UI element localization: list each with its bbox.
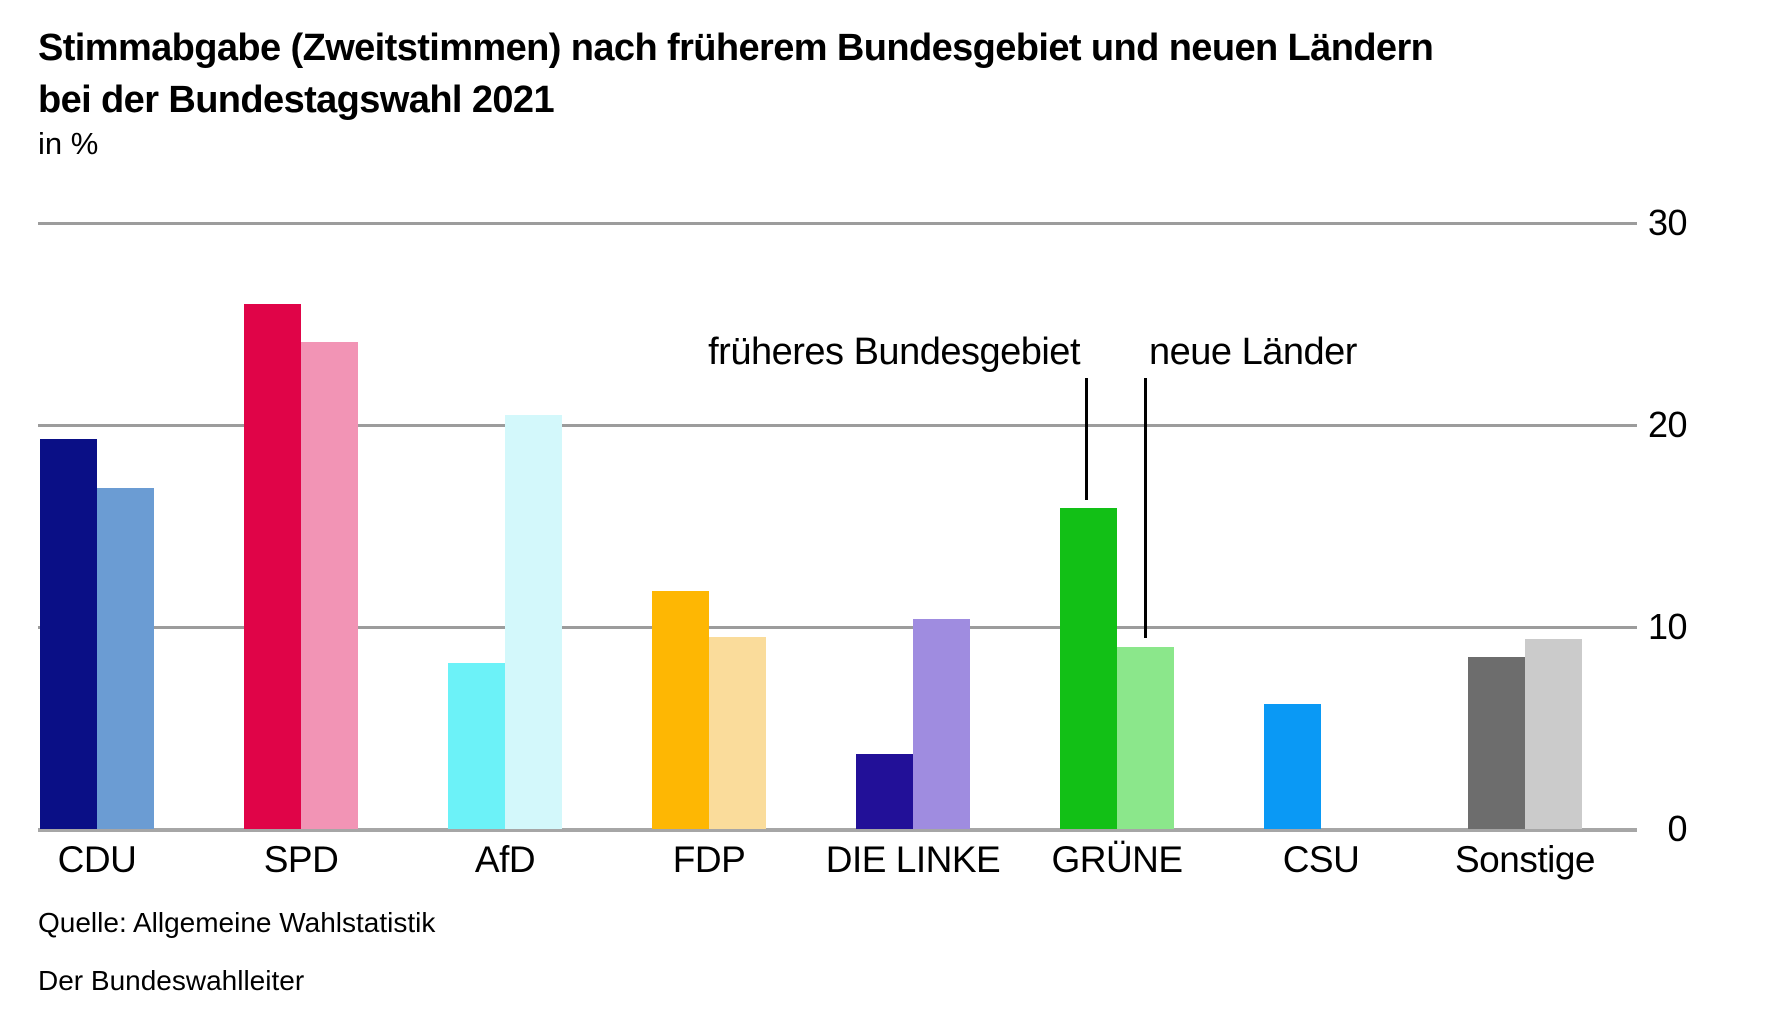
bar-fdp-east <box>709 637 766 829</box>
gridline-30 <box>38 222 1637 225</box>
source-line-2: Der Bundeswahlleiter <box>38 965 305 996</box>
bar-sonstige-east <box>1525 639 1582 829</box>
category-label-die-linke: DIE LINKE <box>825 839 1001 880</box>
bar-cdu-west <box>40 439 97 829</box>
x-axis-line <box>38 828 1637 832</box>
annotation-pointer-line-west <box>1085 378 1088 500</box>
category-label-sonstige: Sonstige <box>1455 839 1596 880</box>
category-label-cdu: CDU <box>57 839 137 880</box>
category-label-spd: SPD <box>263 839 339 880</box>
page-title: Stimmabgabe (Zweitstimmen) nach früherem… <box>38 22 1434 126</box>
ytick-label-0: 0 <box>1667 808 1687 849</box>
category-label-fdp: FDP <box>672 839 746 880</box>
bar-grüne-west <box>1060 508 1117 829</box>
bar-spd-east <box>301 342 358 829</box>
annotation-pointer-line-east <box>1144 378 1147 638</box>
gridline-20 <box>38 424 1637 427</box>
bar-spd-west <box>244 304 301 829</box>
title-line-2: bei der Bundestagswahl 2021 <box>38 79 555 121</box>
ytick-label-30: 30 <box>1647 202 1688 243</box>
ytick-label-20: 20 <box>1647 404 1688 445</box>
bar-fdp-west <box>652 591 709 829</box>
bar-cdu-east <box>97 488 154 829</box>
title-line-1: Stimmabgabe (Zweitstimmen) nach früherem… <box>38 27 1434 69</box>
bar-afd-west <box>448 663 505 829</box>
bar-die-linke-west <box>856 754 913 829</box>
gridline-10 <box>38 626 1637 629</box>
bar-grüne-east <box>1117 647 1174 829</box>
source-line-1: Quelle: Allgemeine Wahlstatistik <box>38 907 436 938</box>
bar-die-linke-east <box>913 619 970 829</box>
bar-csu-west <box>1264 704 1321 829</box>
annotation-east-label: neue Länder <box>1149 331 1357 373</box>
category-label-grüne: GRÜNE <box>1051 839 1183 880</box>
bar-sonstige-west <box>1468 657 1525 829</box>
category-label-csu: CSU <box>1282 839 1360 880</box>
category-label-afd: AfD <box>474 839 536 880</box>
unit-subtitle: in % <box>38 126 99 161</box>
ytick-label-10: 10 <box>1647 606 1688 647</box>
annotation-west-label: früheres Bundesgebiet <box>708 331 1080 373</box>
bar-afd-east <box>505 415 562 829</box>
